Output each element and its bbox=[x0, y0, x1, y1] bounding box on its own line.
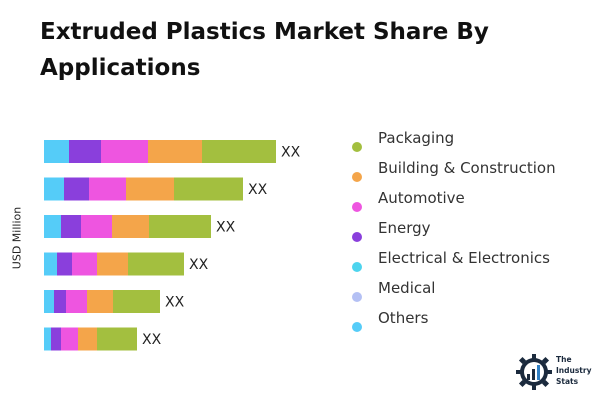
bar-segment-automotive-6 bbox=[61, 327, 78, 351]
bar-value-label-6: XX bbox=[142, 332, 162, 348]
bar-value-label-2: XX bbox=[248, 182, 268, 198]
bar-segment-others-1 bbox=[44, 140, 69, 163]
legend-label-energy: Energy bbox=[378, 219, 431, 237]
legend-swatch-medical bbox=[352, 292, 362, 302]
bar-segment-others-3 bbox=[44, 215, 61, 238]
bar-segment-building-construction-4 bbox=[97, 252, 128, 276]
bar-segment-automotive-2 bbox=[89, 177, 126, 201]
legend-label-building-construction: Building & Construction bbox=[378, 159, 556, 177]
legend-swatch-energy bbox=[352, 232, 362, 242]
bar-value-label-5: XX bbox=[165, 295, 185, 311]
chart-title: Extruded Plastics Market Share By Applic… bbox=[40, 19, 489, 81]
bar-segment-building-construction-2 bbox=[126, 177, 174, 201]
brand-logo: The Industry Stats bbox=[514, 352, 594, 392]
legend-label-medical: Medical bbox=[378, 279, 436, 297]
bar-segment-automotive-4 bbox=[72, 252, 97, 276]
bar-segment-others-4 bbox=[44, 252, 57, 276]
bar-segment-packaging-2 bbox=[174, 177, 243, 201]
bar-segment-energy-2 bbox=[64, 177, 89, 201]
bar-segment-others-5 bbox=[44, 290, 54, 313]
bar-segment-energy-3 bbox=[61, 215, 81, 238]
legend-swatch-building-construction bbox=[352, 172, 362, 182]
bar-segment-energy-1 bbox=[69, 140, 101, 163]
gear-bar-chart-icon bbox=[516, 354, 552, 390]
bar-value-label-3: XX bbox=[216, 220, 236, 236]
bar-segment-energy-5 bbox=[54, 290, 66, 313]
legend-label-others: Others bbox=[378, 309, 429, 327]
bar-segment-packaging-6 bbox=[97, 327, 137, 351]
bar-segment-packaging-5 bbox=[113, 290, 160, 313]
bar-value-label-1: XX bbox=[281, 145, 301, 161]
bar-segment-energy-6 bbox=[51, 327, 61, 351]
legend-label-electrical-electronics: Electrical & Electronics bbox=[378, 249, 550, 267]
bar-segment-building-construction-1 bbox=[148, 140, 202, 163]
bar-value-label-4: XX bbox=[189, 257, 209, 273]
bar-segment-packaging-1 bbox=[202, 140, 276, 163]
bar-segment-packaging-3 bbox=[149, 215, 211, 238]
bar-segment-building-construction-5 bbox=[87, 290, 113, 313]
legend-label-packaging: Packaging bbox=[378, 129, 455, 147]
legend-swatch-electrical-electronics bbox=[352, 262, 362, 272]
legend-swatch-automotive bbox=[352, 202, 362, 212]
bar-segment-automotive-3 bbox=[81, 215, 112, 238]
bar-segment-automotive-5 bbox=[66, 290, 87, 313]
legend-swatch-packaging bbox=[352, 142, 362, 152]
bar-segment-building-construction-3 bbox=[112, 215, 149, 238]
legend-swatch-others bbox=[352, 322, 362, 332]
legend-label-automotive: Automotive bbox=[378, 189, 465, 207]
bar-segment-building-construction-6 bbox=[78, 327, 97, 351]
logo-text: The Industry Stats bbox=[556, 355, 592, 386]
bar-segment-others-2 bbox=[44, 177, 64, 201]
bar-segment-others-6 bbox=[44, 327, 51, 351]
bar-segment-energy-4 bbox=[57, 252, 72, 276]
bar-segment-packaging-4 bbox=[128, 252, 184, 276]
bar-segment-automotive-1 bbox=[101, 140, 148, 163]
